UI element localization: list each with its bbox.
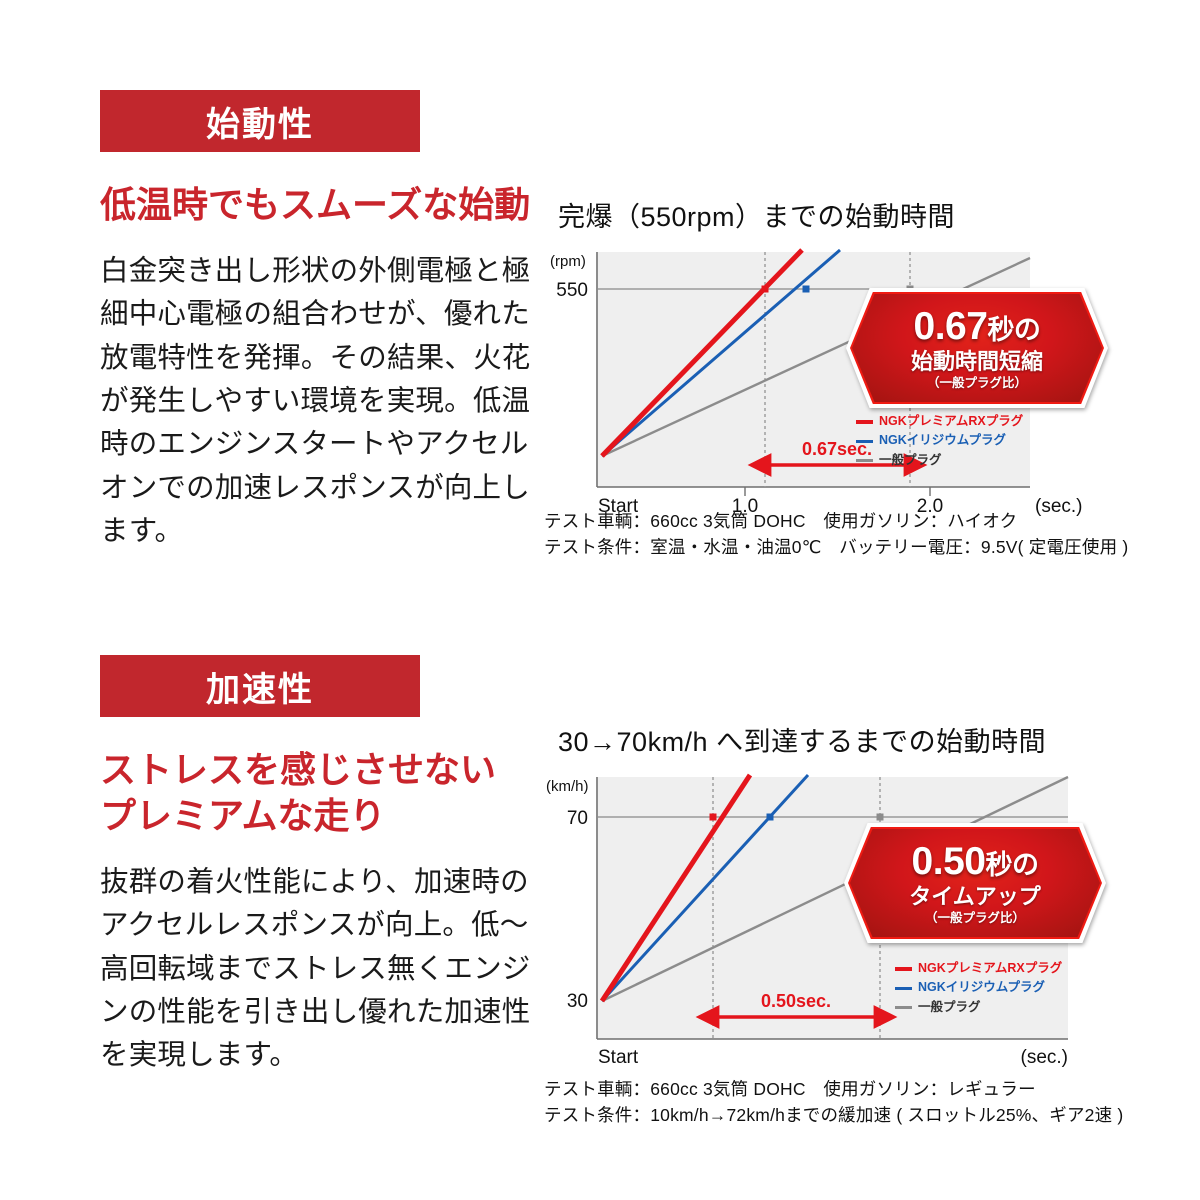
legend-label-iridium: NGKイリジウムプラグ bbox=[879, 433, 1007, 448]
legend-item-premium-rx: NGKプレミアムRXプラグ bbox=[856, 412, 1023, 431]
badge-value: 0.67 bbox=[913, 304, 988, 348]
x-tick-2: 2.0 bbox=[917, 496, 943, 517]
legend-label-premium-rx: NGKプレミアムRXプラグ bbox=[879, 414, 1024, 428]
badge-unit: 秒の bbox=[985, 849, 1039, 880]
legend-item-iridium: NGKイリジウムプラグ bbox=[856, 431, 1023, 450]
footnote-condition-startability: テスト条件：室温・水温・油温0℃ バッテリー電圧：9.5V( 定電圧使用 ) bbox=[544, 537, 1129, 558]
legend-swatch-premium-rx bbox=[856, 419, 873, 424]
legend-item-standard: 一般プラグ bbox=[856, 451, 1023, 470]
y-axis-unit-label: (km/h) bbox=[546, 778, 589, 795]
x-tick-start: Start bbox=[598, 1047, 639, 1068]
badge-subtitle: タイムアップ bbox=[909, 883, 1041, 909]
marker-premium-rx bbox=[761, 285, 769, 293]
y-axis-unit-label: (rpm) bbox=[550, 253, 586, 270]
badge-main-line: 0.50秒の bbox=[909, 842, 1041, 881]
chart-title-startability: 完爆（550rpm）までの始動時間 bbox=[558, 202, 956, 232]
legend-item-standard: 一般プラグ bbox=[895, 998, 1062, 1017]
subheading-startability: 低温時でもスムーズな始動 bbox=[100, 184, 531, 225]
chart-legend-acceleration: NGKプレミアムRXプラグ NGKイリジウムプラグ 一般プラグ bbox=[895, 959, 1062, 1017]
legend-swatch-iridium bbox=[895, 986, 912, 990]
badge-value: 0.50 bbox=[911, 839, 986, 883]
chart-title-acceleration: 30→70km/h へ到達するまでの始動時間 bbox=[558, 727, 1047, 757]
series-line-iridium bbox=[600, 773, 810, 1003]
x-tick-1: 1.0 bbox=[732, 496, 758, 517]
callout-badge-startability: 0.67秒の 始動時間短縮 （一般プラグ比） bbox=[846, 288, 1108, 408]
badge-note: （一般プラグ比） bbox=[924, 910, 1025, 925]
annotation-label: 0.67sec. bbox=[802, 439, 872, 459]
x-tick-start: Start bbox=[598, 496, 639, 517]
badge-text-group: 0.50秒の タイムアップ （一般プラグ比） bbox=[909, 842, 1041, 925]
y-tick-30: 30 bbox=[567, 991, 588, 1012]
legend-label-iridium: NGKイリジウムプラグ bbox=[918, 980, 1046, 995]
footnote-condition-acceleration: テスト条件：10km/h→72km/hまでの緩加速 ( スロットル25%、ギア2… bbox=[544, 1105, 1124, 1126]
legend-swatch-premium-rx bbox=[895, 966, 912, 971]
y-tick-70: 70 bbox=[567, 808, 588, 829]
legend-label-premium-rx: NGKプレミアムRXプラグ bbox=[918, 961, 1063, 975]
callout-badge-acceleration: 0.50秒の タイムアップ （一般プラグ比） bbox=[844, 823, 1106, 943]
marker-premium-rx bbox=[709, 813, 717, 821]
subheading-acceleration: ストレスを感じさせない プレミアムな走り bbox=[100, 749, 497, 837]
marker-iridium bbox=[766, 813, 774, 821]
legend-label-standard: 一般プラグ bbox=[879, 452, 942, 467]
series-line-premium-rx bbox=[599, 773, 753, 1003]
chart-legend-startability: NGKプレミアムRXプラグ NGKイリジウムプラグ 一般プラグ bbox=[856, 412, 1023, 470]
section-tag-startability: 始動性 bbox=[100, 90, 420, 152]
annotation-label: 0.50sec. bbox=[761, 991, 831, 1011]
badge-subtitle: 始動時間短縮 bbox=[910, 348, 1043, 374]
startability-text-column: 始動性 低温時でもスムーズな始動 白金突き出し形状の外側電極と極細中心電極の組合… bbox=[100, 90, 540, 553]
chart-acceleration: (km/h) 70 30 bbox=[540, 769, 1106, 1068]
footnote-vehicle-startability: テスト車輌：660cc 3気筒 DOHC 使用ガソリン：ハイオク bbox=[544, 511, 1018, 531]
marker-iridium bbox=[802, 285, 810, 293]
x-axis-unit-label: (sec.) bbox=[1021, 1047, 1069, 1068]
legend-swatch-iridium bbox=[856, 439, 873, 443]
footnote-vehicle-acceleration: テスト車輌：660cc 3気筒 DOHC 使用ガソリン：レギュラー bbox=[544, 1079, 1036, 1099]
badge-note: （一般プラグ比） bbox=[926, 375, 1027, 390]
chart-block-startability: 完爆（550rpm）までの始動時間 (rpm) 550 bbox=[540, 195, 1140, 561]
badge-unit: 秒の bbox=[987, 314, 1041, 345]
badge-main-line: 0.67秒の bbox=[911, 307, 1043, 346]
legend-swatch-standard bbox=[856, 459, 873, 462]
series-line-iridium bbox=[601, 248, 841, 458]
legend-swatch-standard bbox=[895, 1006, 912, 1009]
acceleration-text-column: 加速性 ストレスを感じさせない プレミアムな走り 抜群の着火性能により、加速時の… bbox=[100, 655, 540, 1078]
legend-item-premium-rx: NGKプレミアムRXプラグ bbox=[895, 959, 1062, 978]
badge-text-group: 0.67秒の 始動時間短縮 （一般プラグ比） bbox=[911, 307, 1043, 390]
chart-acceleration-svg: (km/h) 70 30 bbox=[546, 773, 1069, 1068]
x-axis-unit-label: (sec.) bbox=[1035, 496, 1083, 517]
body-copy-startability: 白金突き出し形状の外側電極と極細中心電極の組合わせが、優れた放電特性を発揮。その… bbox=[100, 255, 531, 547]
series-line-premium-rx bbox=[600, 248, 804, 458]
y-tick-550: 550 bbox=[556, 280, 588, 301]
legend-item-iridium: NGKイリジウムプラグ bbox=[895, 978, 1062, 997]
series-line-standard bbox=[601, 775, 1069, 1003]
section-tag-acceleration: 加速性 bbox=[100, 655, 420, 717]
badge-fill bbox=[852, 294, 1102, 402]
chart-startability: (rpm) 550 bbox=[540, 244, 1108, 517]
chart-block-acceleration: 30→70km/h へ到達するまでの始動時間 (km/h) 70 30 bbox=[540, 720, 1140, 1129]
badge-fill bbox=[850, 829, 1100, 937]
marker-standard bbox=[876, 813, 884, 821]
body-copy-acceleration: 抜群の着火性能により、加速時のアクセルレスポンスが向上。低〜高回転域までストレス… bbox=[100, 866, 531, 1072]
legend-label-standard: 一般プラグ bbox=[918, 999, 981, 1014]
